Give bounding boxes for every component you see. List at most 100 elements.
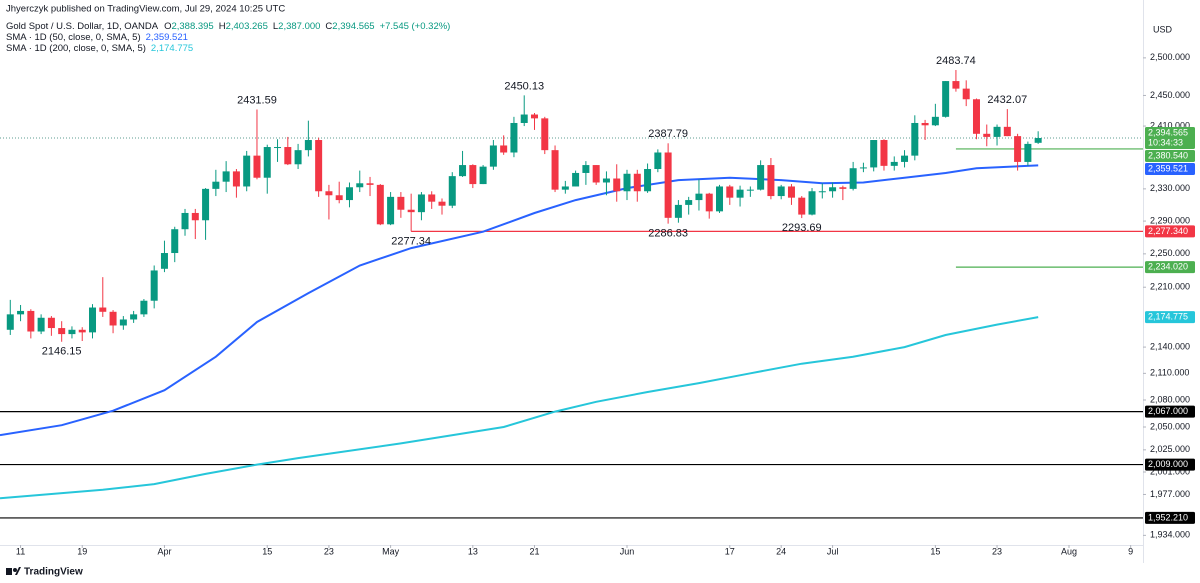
y-tick-label: 2,050.000 — [1150, 421, 1190, 431]
quote-value: 2,387.000 — [278, 21, 320, 32]
sma-line — [0, 316, 1039, 500]
quote-value: 2,394.565 — [332, 21, 374, 32]
y-tick-label: 2,330.000 — [1150, 183, 1190, 193]
candle-body — [428, 194, 436, 202]
pivot-label: 2450.13 — [504, 80, 544, 92]
candle-body — [901, 155, 909, 162]
candle-body — [417, 194, 425, 213]
x-tick-label: Jul — [827, 546, 839, 556]
y-tick-label: 2,410.000 — [1150, 120, 1190, 130]
x-tick-label: 17 — [725, 546, 735, 556]
y-tick-label: 1,977.000 — [1150, 489, 1190, 499]
level-price-label: 2,067.000 — [1148, 406, 1188, 416]
candle-body — [366, 183, 374, 185]
x-tick-label: 23 — [992, 546, 1002, 556]
candle-body — [37, 317, 45, 332]
candle-body — [222, 171, 230, 182]
pivot-label: 2286.83 — [648, 228, 688, 240]
sma-price-box — [1145, 163, 1195, 176]
y-tick-label: 2,250.000 — [1150, 248, 1190, 258]
candle-body — [325, 191, 333, 196]
indicator-value: 2,174.775 — [151, 43, 193, 54]
candle-body — [993, 126, 1001, 137]
candle-body — [438, 201, 446, 206]
last-price-box — [1145, 127, 1195, 150]
candle-body — [171, 229, 179, 254]
x-tick-label: 13 — [468, 546, 478, 556]
candle-body — [130, 314, 138, 320]
candle-body — [212, 181, 220, 189]
candle-body — [654, 152, 662, 170]
candle-body — [510, 122, 518, 153]
x-tick-label: May — [382, 546, 400, 556]
symbol: Gold Spot / U.S. Dollar, 1D, OANDA — [6, 21, 159, 32]
candle-body — [1024, 143, 1032, 162]
candle-body — [716, 186, 724, 212]
brand: TradingView — [24, 567, 83, 578]
level-price-label: 1,952.210 — [1148, 512, 1188, 522]
candle-body — [58, 328, 66, 335]
candle-body — [757, 165, 765, 190]
candle-body — [541, 118, 549, 151]
brand-logo — [6, 567, 21, 575]
indicator-name: SMA · 1D (50, close, 0, SMA, 5) — [6, 32, 141, 43]
candle-body — [1014, 136, 1022, 162]
candle-body — [17, 310, 25, 315]
y-tick-label: 2,080.000 — [1150, 394, 1190, 404]
candle-body — [335, 195, 343, 201]
level-price-box — [1145, 225, 1195, 238]
pivot-label: 2146.15 — [42, 346, 82, 358]
candle-body — [726, 186, 734, 198]
candle-body — [150, 270, 158, 301]
y-axis-label: USD — [1153, 24, 1173, 34]
logo-part — [15, 567, 21, 575]
candle-body — [633, 173, 641, 192]
pivot-label: 2387.79 — [648, 128, 688, 140]
sma-price-label: 2,359.521 — [1148, 163, 1188, 173]
candle-body — [376, 184, 384, 225]
candle-body — [191, 212, 199, 221]
candle-body — [767, 165, 775, 197]
level-price-box — [1145, 405, 1195, 418]
candle-body — [469, 165, 477, 185]
x-tick-label: 11 — [16, 546, 25, 556]
candle-body — [387, 196, 395, 225]
logo-part — [13, 568, 17, 572]
candle-body — [572, 172, 580, 187]
candle-body — [644, 169, 652, 192]
candle-body — [664, 152, 672, 218]
candle-body — [1034, 138, 1042, 143]
y-tick-label: 2,450.000 — [1150, 90, 1190, 100]
quote-key: O — [164, 21, 171, 32]
candle-body — [736, 189, 744, 198]
candle-body — [613, 178, 621, 192]
candle-body — [304, 140, 312, 151]
candle-body — [448, 176, 456, 206]
candle-body — [623, 173, 631, 192]
candle-body — [459, 165, 467, 177]
y-tick-label: 2,290.000 — [1150, 215, 1190, 225]
sma-line — [0, 164, 1039, 437]
quote-value: 2,403.265 — [226, 21, 268, 32]
candle-body — [818, 191, 826, 193]
sma-price-label: 2,174.775 — [1148, 311, 1188, 321]
last-price-label: 2,394.565 — [1148, 127, 1188, 137]
x-tick-label: 24 — [776, 546, 786, 556]
candle-body — [68, 329, 76, 335]
x-tick-label: Jun — [620, 546, 635, 556]
candle-body — [561, 186, 569, 190]
candle-body — [798, 197, 806, 215]
candle-body — [787, 186, 795, 198]
candle-body — [397, 196, 405, 210]
quote-key: C — [325, 21, 332, 32]
candle-body — [911, 122, 919, 156]
candle-body — [972, 99, 980, 134]
x-tick-label: 15 — [262, 546, 272, 556]
candle-body — [407, 209, 415, 213]
y-tick-label: 2,500.000 — [1150, 52, 1190, 62]
candle-body — [983, 133, 991, 137]
sma-price-box — [1145, 311, 1195, 324]
